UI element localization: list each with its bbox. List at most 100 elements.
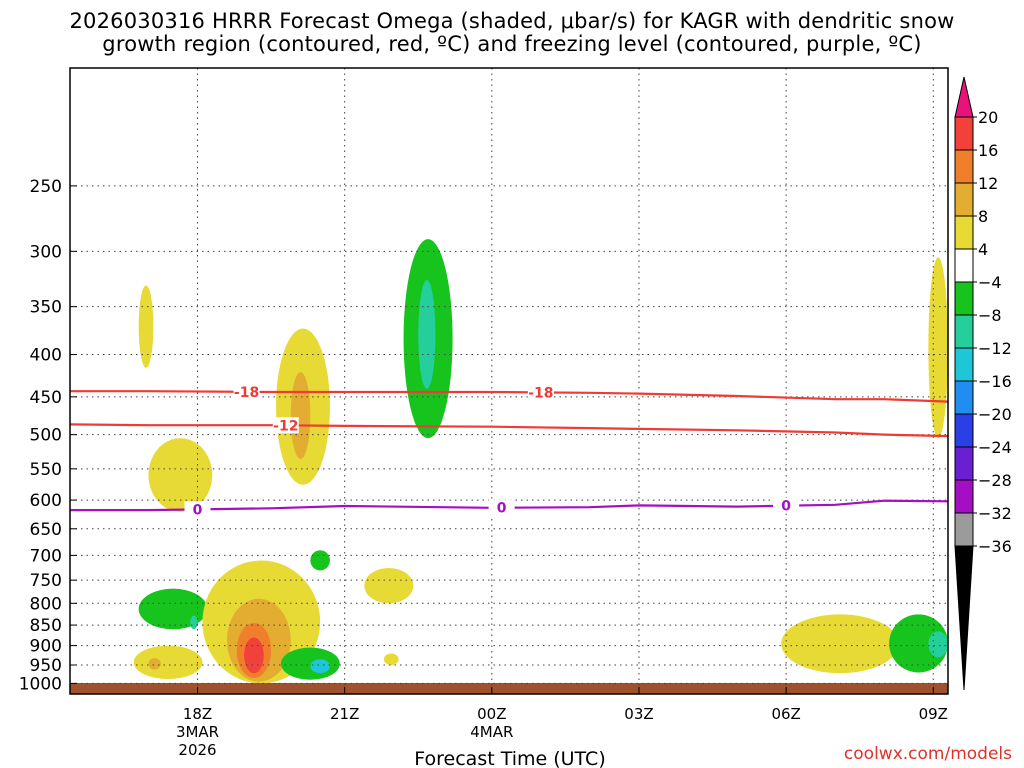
colorbar-swatch [954, 347, 974, 382]
colorbar-swatch [954, 380, 974, 415]
isotherm-label: 0 [781, 499, 791, 515]
chart-title-line2: growth region (contoured, red, ºC) and f… [102, 32, 922, 56]
colorbar-bottom-arrow [954, 545, 974, 691]
y-tick-label: 450 [30, 388, 62, 408]
y-tick-label: 800 [30, 594, 62, 614]
colorbar-label: 4 [978, 240, 988, 259]
colorbar-label: 8 [978, 207, 988, 226]
omega-region [148, 438, 213, 512]
colorbar-label: −12 [978, 339, 1012, 358]
omega-shading-layer [133, 239, 948, 684]
omega-region [364, 567, 414, 604]
omega-region [190, 615, 198, 630]
colorbar-swatch [954, 149, 974, 184]
frame-layer [69, 67, 949, 695]
isotherm-label: -18 [234, 385, 259, 401]
y-tick-label: 300 [30, 242, 62, 262]
y-tick-label: 650 [30, 520, 62, 540]
omega-region [148, 658, 161, 670]
isotherm-layer: -18 -18 -12 0 0 0 [69, 383, 949, 518]
colorbar-swatch [954, 314, 974, 349]
x-tick-sublabel: 3MAR [176, 723, 219, 741]
y-tick-label: 600 [30, 491, 62, 511]
ground-layer [70, 683, 948, 694]
colorbar-top-arrow [954, 76, 974, 118]
omega-region [138, 285, 154, 368]
omega-region [928, 257, 948, 439]
omega-region [418, 280, 436, 389]
grid-layer [70, 68, 948, 694]
isotherm-label-bg [272, 417, 299, 434]
colorbar-label: −4 [978, 273, 1002, 292]
colorbar-swatch [954, 215, 974, 250]
isotherm-label: 0 [193, 502, 203, 518]
isotherm-label: -18 [528, 385, 553, 401]
y-tick-label: 750 [30, 571, 62, 591]
y-tick-label: 950 [30, 656, 62, 676]
colorbar-label: −8 [978, 306, 1002, 325]
isotherm-line [70, 499, 949, 512]
site-credit[interactable]: coolwx.com/models [843, 744, 1012, 764]
colorbar: 20 16 12 8 4 −4 −8 −12 −16 −20 −24 −28 −32 −36 [954, 76, 1012, 691]
chart-title-line1: 2026030316 HRRR Forecast Omega (shaded, … [69, 9, 955, 33]
colorbar-label: 16 [978, 141, 998, 160]
omega-region [244, 637, 264, 674]
x-axis-label: Forecast Time (UTC) [414, 748, 605, 768]
colorbar-swatch [954, 413, 974, 448]
colorbar-swatch [954, 446, 974, 481]
colorbar-swatch [954, 281, 974, 316]
isotherm-line [70, 390, 949, 403]
x-tick-sublabel: 2026 [178, 741, 216, 759]
isotherm-label-bg [527, 384, 554, 401]
omega-region [781, 614, 899, 674]
y-tick-label: 350 [30, 298, 62, 318]
omega-region [138, 588, 208, 630]
colorbar-label: −16 [978, 372, 1012, 391]
omega-region [928, 631, 948, 658]
x-tick-label: 00Z [477, 705, 506, 723]
omega-region [310, 659, 330, 674]
isotherm-label-bg [488, 499, 515, 516]
isotherm-label-bg [773, 497, 800, 514]
ground-strip [70, 683, 948, 694]
isotherm-label-bg [184, 501, 211, 518]
colorbar-swatch [954, 182, 974, 217]
y-tick-label: 400 [30, 346, 62, 366]
omega-region [290, 372, 311, 459]
isotherm-label: 0 [497, 501, 507, 517]
colorbar-label: 12 [978, 174, 998, 193]
colorbar-label: −20 [978, 405, 1012, 424]
axes-layer: 2503003504004505005506006507007508008509… [19, 177, 948, 759]
colorbar-swatch [954, 116, 974, 151]
isotherm-line [69, 423, 949, 438]
colorbar-label: −28 [978, 471, 1012, 490]
x-tick-label: 06Z [771, 705, 800, 723]
x-tick-label: 03Z [624, 705, 653, 723]
x-tick-label: 09Z [919, 705, 948, 723]
isotherm-label-bg [233, 383, 260, 400]
y-tick-label: 1000 [19, 674, 62, 694]
omega-region [280, 647, 340, 680]
isotherm-label: -12 [273, 418, 298, 434]
y-tick-label: 250 [30, 177, 62, 197]
y-tick-label: 500 [30, 426, 62, 446]
colorbar-swatch [954, 512, 974, 547]
y-tick-label: 700 [30, 546, 62, 566]
plot-frame [69, 67, 949, 695]
omega-region [383, 653, 399, 665]
x-tick-label: 18Z [183, 705, 212, 723]
colorbar-label: −32 [978, 504, 1012, 523]
colorbar-swatch [954, 248, 974, 283]
colorbar-label: −24 [978, 438, 1012, 457]
colorbar-label: 20 [978, 108, 998, 127]
y-tick-label: 900 [30, 637, 62, 657]
omega-region [133, 645, 203, 680]
x-tick-sublabel: 4MAR [470, 723, 513, 741]
y-tick-label: 850 [30, 616, 62, 636]
omega-region [310, 550, 330, 571]
y-tick-label: 550 [30, 460, 62, 480]
colorbar-label: −36 [978, 537, 1012, 556]
colorbar-swatch [954, 479, 974, 514]
x-tick-label: 21Z [330, 705, 359, 723]
